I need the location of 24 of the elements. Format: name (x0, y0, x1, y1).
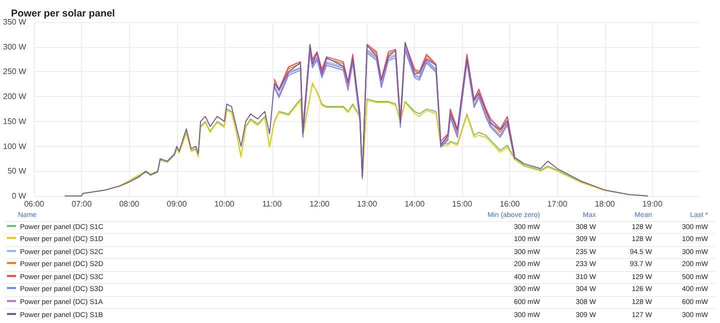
y-tick-label: 350 W (2, 18, 27, 26)
x-tick-label: 18:00 (594, 200, 616, 208)
y-tick-label: 300 W (2, 42, 27, 52)
x-tick-label: 14:00 (404, 200, 426, 208)
line-series (64, 42, 648, 196)
y-tick-label: 200 W (2, 92, 27, 102)
x-tick-label: 17:00 (547, 200, 568, 208)
x-tick-label: 13:00 (357, 200, 378, 208)
x-tick-label: 15:00 (452, 200, 473, 208)
y-tick-label: 150 W (2, 116, 27, 126)
y-tick-label: 50 W (7, 166, 27, 176)
y-tick-label: 100 W (2, 142, 27, 151)
chart-title: Power per solar panel (11, 8, 116, 20)
y-tick-label: 0 W (12, 192, 27, 200)
x-tick-label: 12:00 (309, 200, 330, 208)
x-tick-label: 09:00 (166, 200, 188, 208)
y-tick-label: 250 W (2, 67, 27, 76)
x-tick-label: 16:00 (500, 200, 520, 208)
x-tick-label: 07:00 (72, 200, 92, 208)
x-tick-label: 19:00 (642, 200, 663, 208)
x-tick-label: 08:00 (119, 200, 140, 208)
x-tick-label: 11:00 (262, 200, 282, 208)
x-tick-label: 10:00 (214, 200, 235, 208)
x-tick-label: 06:00 (24, 200, 45, 208)
